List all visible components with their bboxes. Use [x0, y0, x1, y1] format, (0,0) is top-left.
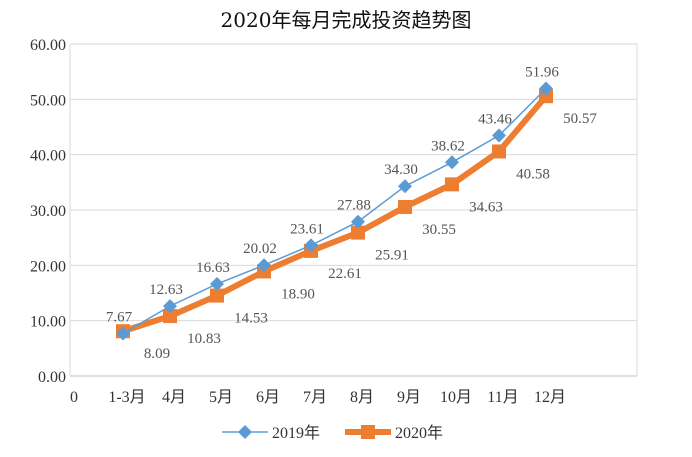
series-2019-point	[492, 128, 506, 143]
series-2019-point	[163, 299, 177, 314]
series-2019-data-label: 12.63	[149, 282, 183, 298]
series-2020-point	[210, 288, 224, 303]
y-tick-label: 50.00	[30, 92, 66, 109]
series-2019-data-label: 43.46	[478, 112, 512, 128]
series-2019-point	[304, 238, 318, 253]
series-2019-point	[398, 179, 412, 194]
legend-2019-label: 2019年	[272, 424, 320, 442]
chart-title: 2020年每月完成投资趋势图	[221, 8, 472, 32]
series-2020-point	[398, 199, 412, 214]
x-tick-label: 7月	[303, 389, 327, 406]
series-2020-data-label: 40.58	[516, 166, 550, 182]
x-tick-label: 12月	[534, 389, 566, 406]
series-2019-data-label: 16.63	[196, 260, 230, 276]
series-2019-data-label: 20.02	[243, 241, 277, 257]
series-2019-data-label: 7.67	[106, 310, 133, 326]
x-tick-label: 6月	[256, 389, 280, 406]
series-2019-point	[116, 326, 130, 341]
legend-2020-marker	[361, 425, 375, 439]
series-2019-data-label: 27.88	[337, 198, 371, 214]
x-tick-label: 9月	[397, 389, 421, 406]
series-2020-line	[120, 93, 549, 335]
series-2019-data-label: 38.62	[431, 138, 465, 154]
series-2020-point	[492, 144, 506, 159]
legend-2020-label: 2020年	[395, 424, 443, 442]
series-2020-data-label: 30.55	[422, 222, 456, 238]
x-tick-label: 11月	[487, 389, 518, 406]
series-2020-data-label: 22.61	[328, 266, 362, 282]
series-layer	[116, 81, 553, 341]
x-tick-label: 1-3月	[108, 389, 145, 406]
series-2020-point	[163, 309, 177, 324]
series-2019-point	[257, 258, 271, 273]
data-labels: 7.67 12.63 16.63 20.02 23.61 27.88 34.30 38.62 4…	[106, 64, 598, 362]
series-2019-data-label: 34.30	[384, 162, 418, 178]
y-tick-label: 20.00	[30, 258, 66, 275]
y-tick-label: 40.00	[30, 148, 66, 165]
series-2019-line	[122, 87, 547, 335]
legend: 2019年 2020年	[222, 424, 443, 442]
y-tick-label: 0.00	[38, 369, 66, 386]
series-2020-data-label: 10.83	[187, 331, 221, 347]
x-axis-tick-labels: 0 1-3月 4月 5月 6月 7月 8月 9月 10月 11月 12月	[70, 389, 566, 406]
y-tick-label: 10.00	[30, 314, 66, 331]
x-tick-label: 10月	[440, 389, 472, 406]
y-axis-tick-labels: 0.00 10.00 20.00 30.00 40.00 50.00 60.00	[30, 37, 66, 386]
y-tick-label: 60.00	[30, 37, 66, 54]
series-2020-data-label: 18.90	[281, 286, 315, 302]
y-tick-label: 30.00	[30, 203, 66, 220]
x-origin-label: 0	[70, 389, 78, 406]
series-2020-data-label: 50.57	[563, 111, 597, 127]
legend-2019-marker	[238, 425, 252, 439]
series-2019-point	[445, 155, 459, 170]
series-2020-data-label: 8.09	[144, 346, 170, 362]
series-2019-data-label: 51.96	[525, 64, 559, 80]
series-2019-point	[539, 81, 553, 96]
x-tick-label: 4月	[162, 389, 186, 406]
series-2019-point	[351, 214, 365, 229]
series-2020-point	[351, 225, 365, 240]
series-2020-point	[445, 177, 459, 192]
x-tick-label: 5月	[209, 389, 233, 406]
series-2019-data-label: 23.61	[290, 221, 324, 237]
x-tick-label: 8月	[350, 389, 374, 406]
series-2020-data-label: 25.91	[375, 248, 409, 264]
series-2020-data-label: 14.53	[234, 311, 268, 327]
series-2020-data-label: 34.63	[469, 199, 503, 215]
series-2019-point	[210, 276, 224, 291]
